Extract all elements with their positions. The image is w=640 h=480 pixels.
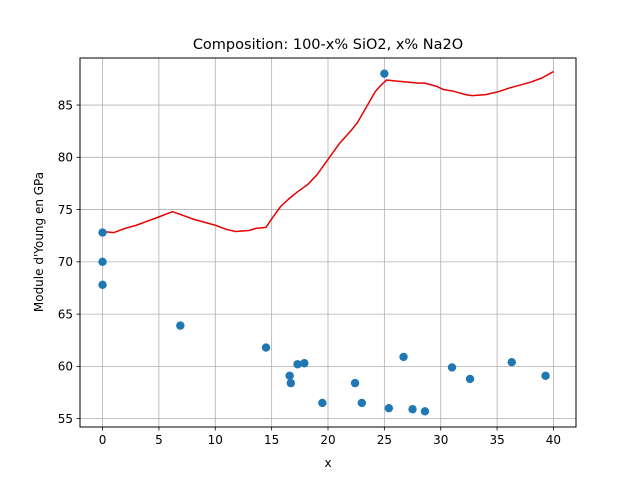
scatter-point — [357, 398, 367, 408]
y-tick-label: 55 — [58, 412, 73, 426]
scatter-point — [384, 403, 394, 413]
scatter-point — [261, 343, 271, 352]
y-tick-label: 65 — [58, 307, 73, 321]
x-tick-label: 35 — [489, 433, 504, 447]
scatter-point — [176, 321, 185, 330]
scatter-point — [420, 407, 430, 416]
scatter-point — [399, 352, 408, 362]
scatter-point — [350, 378, 360, 388]
y-axis-label: Module d'Young en GPa — [32, 172, 46, 312]
scatter-point — [293, 360, 302, 369]
scatter-point — [286, 378, 295, 388]
y-tick-label: 60 — [58, 360, 73, 374]
x-tick-label: 10 — [208, 433, 223, 447]
scatter-point — [380, 69, 389, 78]
scatter-point — [541, 371, 550, 380]
scatter-point — [465, 374, 475, 384]
scatter-point — [408, 405, 417, 414]
x-tick-label: 30 — [433, 433, 448, 447]
scatter-point — [447, 363, 457, 372]
fit-line — [102, 70, 554, 234]
x-tick-label: 20 — [320, 433, 335, 447]
fit-line-layer — [102, 70, 554, 234]
y-tick-label: 70 — [58, 255, 73, 269]
y-tick-label: 80 — [58, 151, 73, 165]
scatter-point — [98, 257, 107, 267]
y-axis-ticks: 55 60 65 70 75 80 85 — [58, 98, 80, 426]
scatter-points — [98, 69, 550, 416]
x-axis-ticks: 0 5 10 15 20 25 30 35 40 — [99, 427, 561, 447]
scatter-point — [318, 398, 327, 408]
scatter-point — [98, 280, 107, 290]
x-tick-label: 5 — [155, 433, 163, 447]
y-tick-label: 75 — [58, 203, 73, 217]
grid — [80, 58, 576, 427]
scatter-point — [285, 371, 294, 380]
y-tick-label: 85 — [58, 98, 73, 112]
x-tick-label: 40 — [546, 433, 561, 447]
scatter-point — [507, 357, 516, 367]
x-tick-label: 25 — [377, 433, 392, 447]
x-tick-label: 0 — [99, 433, 107, 447]
chart-title: Composition: 100-x% SiO2, x% Na2O — [193, 37, 463, 53]
scatter-point — [98, 228, 107, 237]
x-axis-label: x — [324, 456, 331, 470]
x-tick-label: 15 — [264, 433, 279, 447]
scatter-point — [300, 359, 309, 368]
